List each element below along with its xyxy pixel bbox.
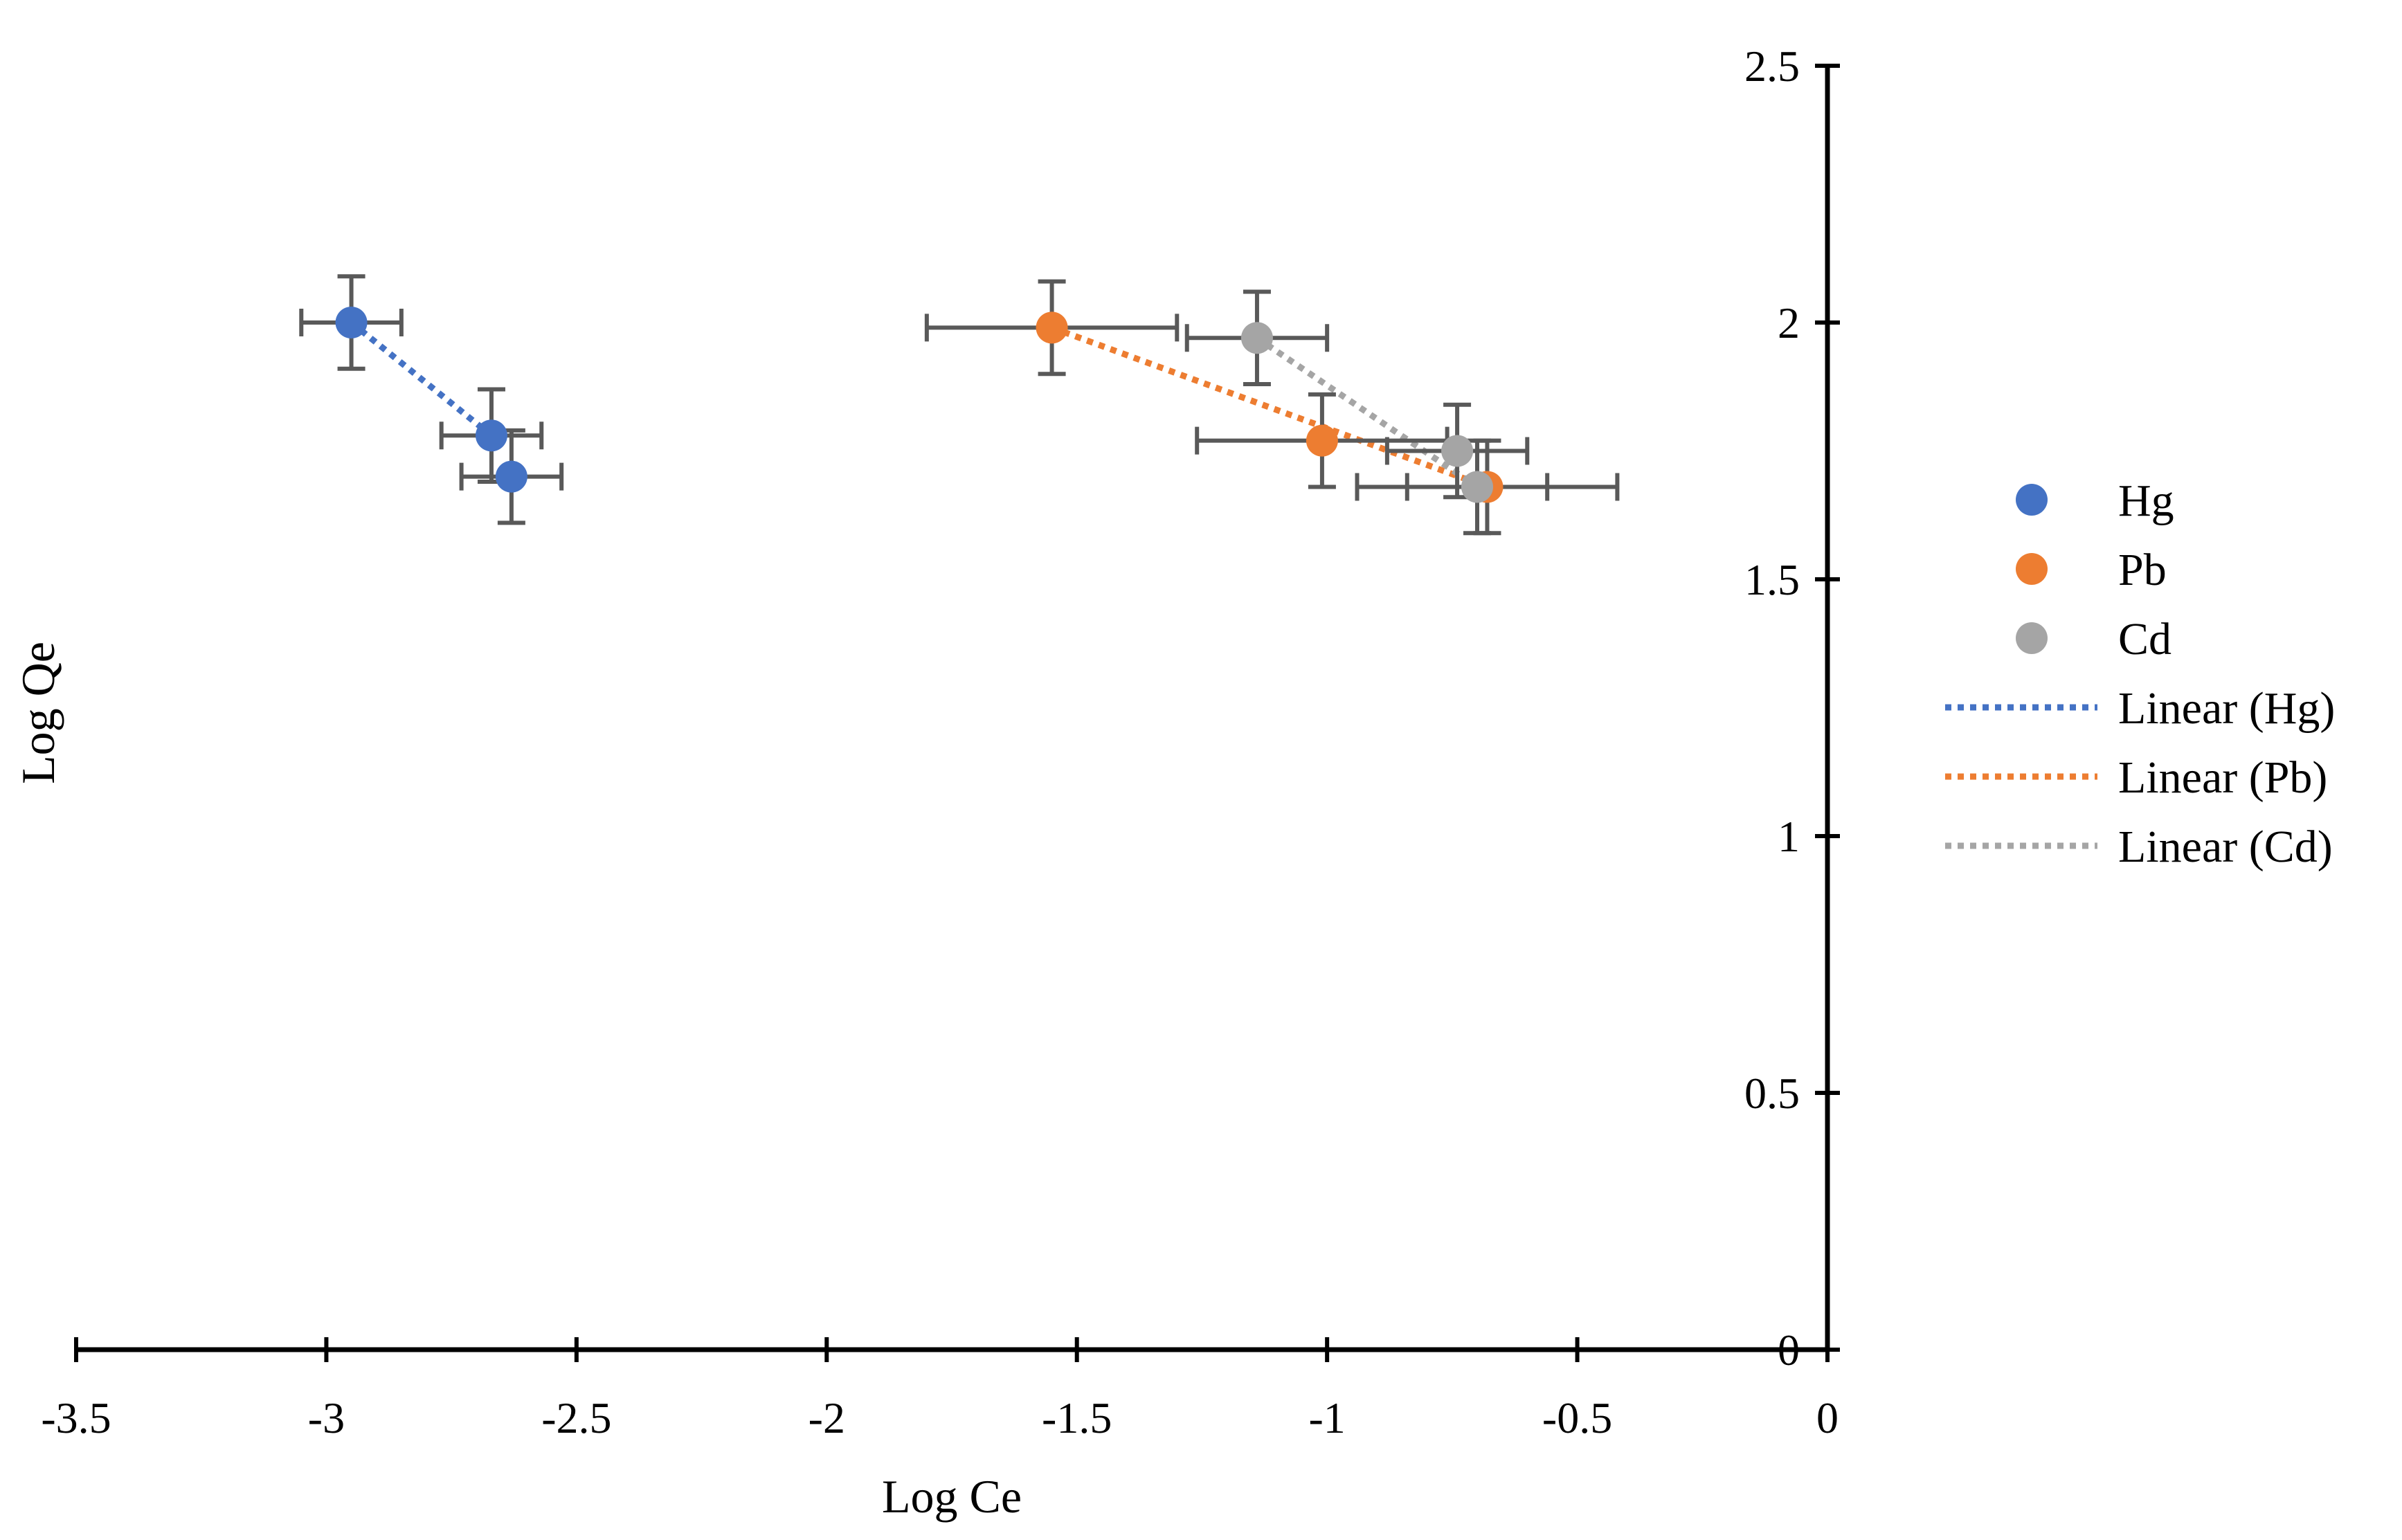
trendline-pb — [1051, 325, 1489, 490]
data-point-hg — [495, 460, 527, 493]
legend-label-hg: Hg — [2118, 475, 2174, 526]
data-point-cd — [1441, 435, 1474, 467]
trendlines — [349, 320, 1489, 490]
legend-trend-label-hg: Linear (Hg) — [2118, 683, 2335, 734]
x-tick-label: -0.5 — [1542, 1393, 1612, 1442]
legend-marker-hg — [2016, 484, 2048, 516]
y-tick-label: 2.5 — [1744, 42, 1800, 91]
error-bars — [299, 274, 1620, 536]
y-tick-label: 0.5 — [1744, 1069, 1800, 1118]
x-tick-label: -3 — [308, 1393, 345, 1442]
x-tick-label: -2.5 — [541, 1393, 611, 1442]
x-tick-label: 0 — [1816, 1393, 1839, 1442]
y-tick-label: 1.5 — [1744, 555, 1800, 604]
data-point-hg — [475, 419, 507, 452]
legend-label-cd: Cd — [2118, 614, 2171, 664]
y-tick-label: 1 — [1778, 812, 1800, 861]
data-point-hg — [335, 307, 368, 338]
data-point-cd — [1240, 322, 1273, 354]
legend-marker-cd — [2016, 622, 2048, 654]
y-tick-label: 2 — [1778, 298, 1800, 347]
legend-marker-pb — [2016, 553, 2048, 585]
x-ticks: -3.5 -3 -2.5 -2 -1.5 -1 -0.5 0 — [41, 1337, 1839, 1442]
y-tick-label: 0 — [1778, 1325, 1800, 1375]
x-tick-label: -3.5 — [41, 1393, 111, 1442]
legend-trend-label-pb: Linear (Pb) — [2118, 752, 2327, 803]
legend-label-pb: Pb — [2118, 545, 2167, 595]
axes — [76, 66, 1830, 1352]
data-points — [335, 307, 1503, 503]
x-tick-label: -1 — [1308, 1393, 1345, 1442]
legend: Hg Pb Cd Linear (Hg) Linear (Pb) Linear (Cd) — [1945, 475, 2335, 872]
data-point-cd — [1461, 471, 1493, 503]
y-axis-title: Log Qe — [12, 642, 64, 784]
data-point-pb — [1306, 424, 1338, 457]
trendline-hg — [349, 320, 494, 438]
data-point-pb — [1036, 311, 1068, 344]
legend-trend-label-cd: Linear (Cd) — [2118, 822, 2333, 872]
y-ticks: 0 0.5 1 1.5 2 2.5 — [1744, 42, 1840, 1375]
x-axis-title: Log Ce — [882, 1470, 1022, 1523]
x-tick-label: -1.5 — [1042, 1393, 1112, 1442]
x-tick-label: -2 — [809, 1393, 845, 1442]
